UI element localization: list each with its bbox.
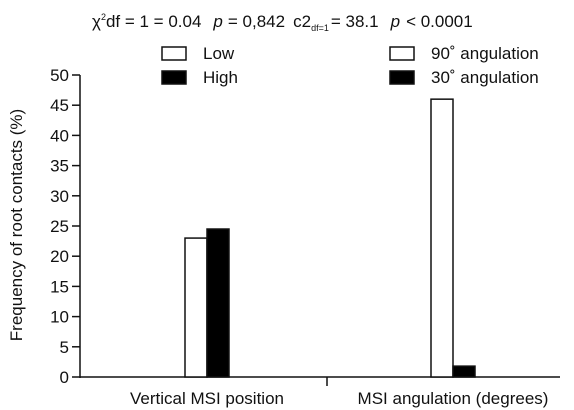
y-tick-label: 25: [50, 217, 69, 236]
legend-swatch: [161, 70, 187, 85]
legend-swatch: [389, 70, 415, 85]
stat-df-text: df = 1 = 0.04: [106, 12, 201, 31]
y-tick-label: 20: [50, 247, 69, 266]
stat-p2-label: p: [390, 12, 400, 31]
stats-header: χ2df = 1 = 0.04 p = 0,842 c2df=1 = 38.1 p < 0.…: [92, 12, 473, 33]
legend-label: High: [203, 68, 238, 87]
bar-position-second: [206, 228, 230, 378]
stat-p1-label: p: [212, 12, 222, 31]
y-axis-title: Frequency of root contacts (%): [7, 109, 26, 341]
y-tick-label: 0: [60, 368, 69, 387]
stat-chi-sup: 2: [101, 12, 106, 22]
legend-swatch: [389, 46, 415, 61]
y-tick-label: 35: [50, 157, 69, 176]
legend-swatch: [161, 46, 187, 61]
y-tick-label: 30: [50, 187, 69, 206]
y-ticks: 0 5 10 15 20 25 30 35 40 45 50: [50, 66, 80, 387]
y-tick-label: 15: [50, 277, 69, 296]
y-tick-label: 50: [50, 66, 69, 85]
bars: [184, 98, 476, 378]
legend-label: 90˚ angulation: [431, 44, 539, 63]
legend-label: Low: [203, 44, 235, 63]
legends: Low High 90˚ angulation 30˚ angulation: [161, 44, 539, 87]
bar-position-first: [184, 237, 208, 378]
stat-test1: χ2df = 1 = 0.04 p = 0,842 c2df=1 = 38.1 p < 0.…: [92, 12, 473, 33]
x-category-labels: Vertical MSI position MSI angulation (deg…: [130, 389, 548, 408]
stat-p1-value: = 0,842: [228, 12, 285, 31]
stat-c-text: c2: [293, 12, 311, 31]
legend-label: 30˚ angulation: [431, 68, 539, 87]
stat-c-value: = 38.1: [331, 12, 379, 31]
stat-p2-value: < 0.0001: [406, 12, 473, 31]
stat-c-sub: df=1: [311, 23, 329, 33]
stat-chi: χ: [92, 12, 101, 31]
x-category-label: MSI angulation (degrees): [358, 389, 549, 408]
y-tick-label: 45: [50, 96, 69, 115]
x-category-label: Vertical MSI position: [130, 389, 284, 408]
bar-angulation-first: [430, 98, 454, 378]
y-tick-label: 40: [50, 126, 69, 145]
y-tick-label: 5: [60, 338, 69, 357]
bar-angulation-second: [452, 365, 476, 378]
y-tick-label: 10: [50, 308, 69, 327]
